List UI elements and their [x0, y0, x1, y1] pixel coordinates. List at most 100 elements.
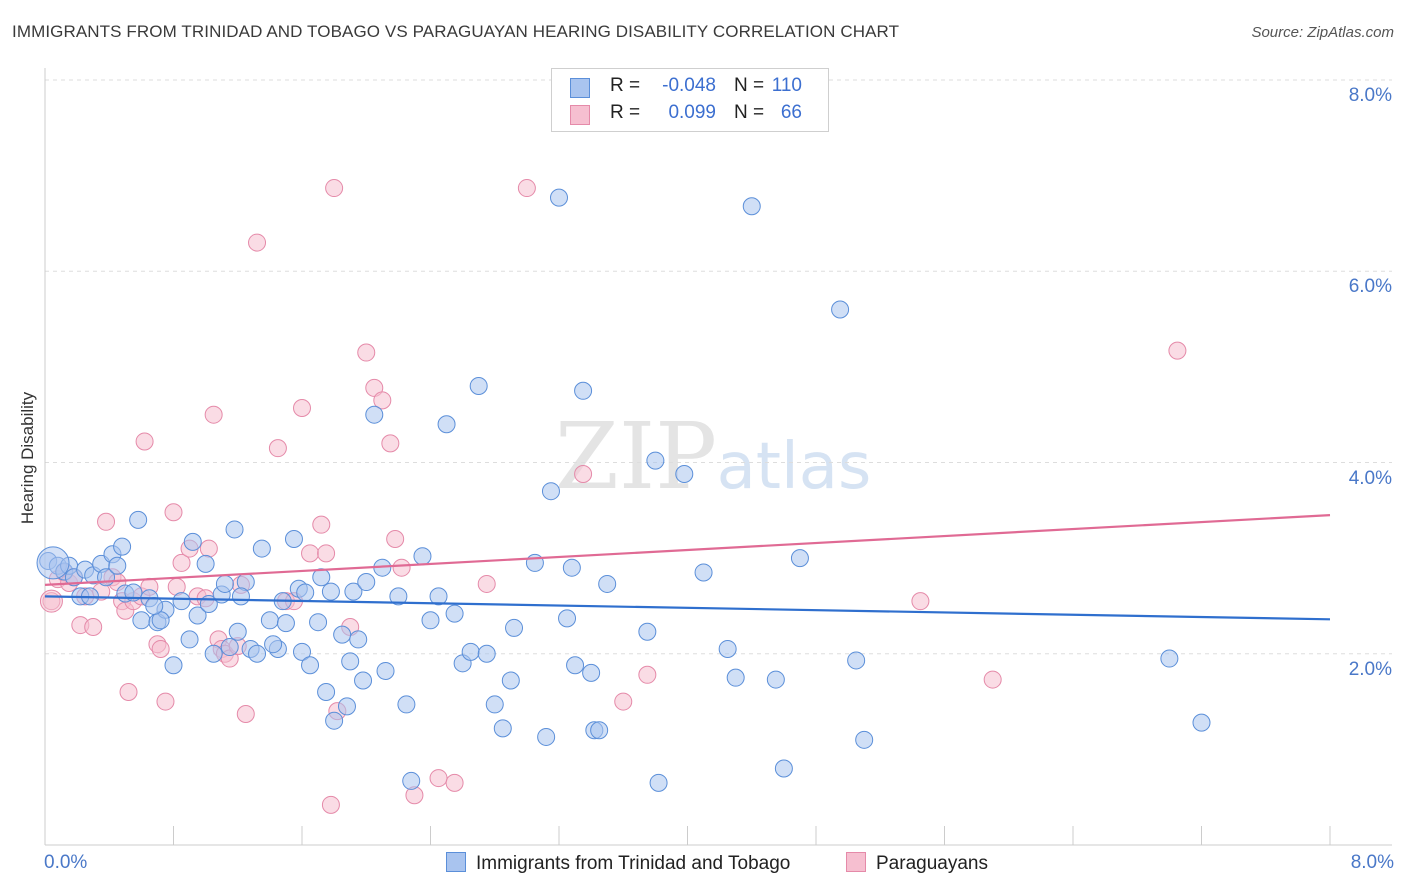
trinidad-tobago-point [397, 695, 416, 714]
paraguayan-point [312, 515, 331, 534]
trinidad-tobago-point [248, 644, 267, 663]
paraguayan-point [301, 544, 320, 563]
source-label: Source: ZipAtlas.com [1251, 24, 1394, 41]
trinidad-tobago-point [228, 622, 247, 641]
legend-swatch-pink [846, 852, 866, 872]
paraguayan-point [151, 639, 170, 658]
trinidad-tobago-point [505, 618, 524, 637]
stats-row-pink: R = 0.099 N = 66 [552, 100, 828, 128]
trinidad-tobago-point [766, 670, 785, 689]
stats-row-blue: R = -0.048 N = 110 [552, 73, 828, 101]
trinidad-tobago-point [429, 587, 448, 606]
trinidad-tobago-point [225, 520, 244, 539]
trinidad-tobago-point [113, 537, 132, 556]
trinidad-tobago-point [341, 652, 360, 671]
paraguayan-point [386, 530, 405, 548]
trinidad-tobago-point [325, 711, 344, 730]
trinidad-tobago-point [180, 630, 199, 649]
trinidad-tobago-point [675, 464, 694, 483]
paraguayan-point [156, 692, 175, 711]
trinidad-tobago-point [264, 635, 283, 654]
paraguayan-point [325, 179, 344, 198]
r-value-blue: -0.048 [662, 75, 716, 96]
trinidad-tobago-point [566, 656, 585, 675]
r-label: R = [610, 75, 641, 96]
trinidad-tobago-point [402, 771, 421, 790]
trinidad-tobago-point [354, 671, 373, 690]
paraguayan-point [164, 503, 183, 522]
trinidad-tobago-point [389, 587, 408, 606]
x-tick-max: 8.0% [1350, 852, 1394, 873]
pink-swatch [570, 105, 590, 125]
trinidad-tobago-point [296, 583, 315, 602]
trinidad-tobago-point [129, 510, 148, 529]
trinidad-tobago-point [164, 656, 183, 675]
trinidad-tobago-point [537, 727, 556, 746]
watermark-zip: ZIP [555, 403, 717, 510]
trinidad-tobago-point [413, 547, 432, 566]
trinidad-tobago-point [204, 644, 223, 663]
trinidad-tobago-point [1160, 649, 1179, 668]
trinidad-tobago-point [831, 300, 850, 319]
trinidad-tobago-point [301, 656, 320, 675]
trinidad-tobago-point [445, 604, 464, 623]
trinidad-tobago-point [790, 549, 809, 568]
trinidad-tobago-point [847, 651, 866, 670]
paraguayan-point [321, 795, 340, 814]
r-value-pink: 0.099 [668, 102, 716, 123]
trinidad-tobago-point [183, 532, 202, 551]
paraguayan-point [317, 544, 336, 563]
paraguayan-point [373, 391, 392, 410]
paraguayan-point [204, 405, 223, 424]
trinidad-tobago-point [349, 630, 368, 649]
n-value-pink: 66 [780, 102, 802, 123]
trinidad-tobago-point [220, 638, 239, 657]
paraguayan-point [1168, 341, 1187, 360]
n-value-blue: 110 [771, 75, 802, 96]
paraguayan-point [477, 574, 496, 593]
trinidad-tobago-point [284, 530, 303, 548]
trinidad-tobago-point [558, 609, 577, 628]
trinidad-tobago-point [477, 644, 496, 663]
trinidad-tobago-point [726, 668, 745, 687]
legend-swatch-blue [446, 852, 466, 872]
stats-legend-box: R = -0.048 N = 110 R = 0.099 N = 66 [551, 68, 829, 132]
legend-label-paraguayans: Paraguayans [876, 853, 988, 874]
trinidad-tobago-point [562, 558, 581, 577]
paraguayan-point [119, 683, 138, 701]
trinidad-tobago-points [36, 188, 1211, 792]
trinidad-tobago-point [774, 759, 793, 778]
paraguayan-point [84, 617, 103, 636]
trinidad-tobago-point [550, 188, 568, 207]
trinidad-tobago-point [1192, 713, 1211, 732]
paraguayan-cluster-point [39, 589, 63, 613]
paraguayans-trend-line [44, 513, 1331, 586]
paraguayan-point [172, 553, 191, 572]
paraguayan-point [248, 233, 267, 252]
legend-item-trinidad-tobago[interactable]: Immigrants from Trinidad and Tobago [446, 852, 790, 875]
trinidad-tobago-point [598, 574, 617, 593]
paraguayan-point [429, 769, 448, 788]
trinidad-tobago-point [461, 642, 480, 661]
trinidad-tobago-point [231, 587, 250, 606]
y-tick-label: 2.0% [1348, 658, 1392, 680]
n-label: N = [734, 102, 765, 123]
trinidad-tobago-point [172, 592, 191, 611]
trinidad-tobago-point [321, 582, 340, 601]
y-tick-label: 4.0% [1348, 467, 1392, 489]
trend-lines [44, 513, 1331, 621]
legend-item-paraguayans[interactable]: Paraguayans [846, 852, 988, 875]
paraguayan-point [517, 179, 536, 198]
trinidad-tobago-point [344, 582, 363, 601]
paraguayan-point [392, 558, 411, 577]
trinidad-tobago-cluster-point [36, 546, 70, 580]
x-tick-min: 0.0% [44, 852, 88, 873]
trinidad-tobago-point [718, 639, 737, 658]
trinidad-tobago-trend-line [44, 595, 1331, 621]
legend-label-trinidad-tobago: Immigrants from Trinidad and Tobago [476, 853, 791, 874]
trinidad-tobago-point [638, 622, 657, 641]
trinidad-tobago-point [501, 671, 520, 690]
y-tick-label: 6.0% [1348, 276, 1392, 298]
axes [44, 68, 1392, 846]
